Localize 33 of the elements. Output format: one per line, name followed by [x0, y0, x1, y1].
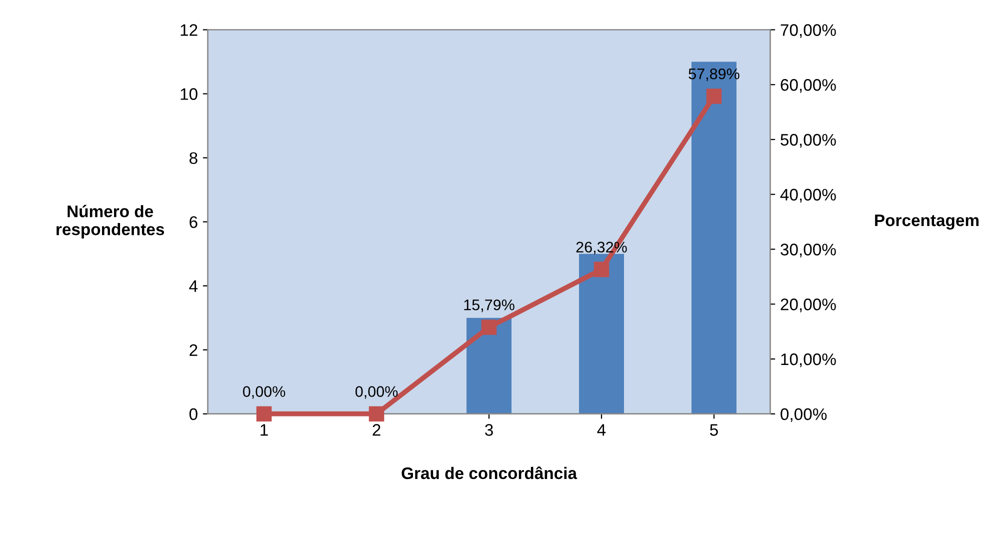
- point: [368, 406, 384, 422]
- y2-tick-label: 0,00%: [780, 408, 827, 422]
- y2-tick-label: 70,00%: [780, 24, 836, 38]
- point: [706, 88, 722, 104]
- y2-tick-label: 40,00%: [780, 188, 836, 203]
- y2-tick-label: 60,00%: [780, 79, 836, 93]
- point: [594, 262, 610, 278]
- bar: [579, 254, 624, 414]
- y2-axis-title: Porcentagem: [875, 214, 979, 230]
- x-tick-label: 2: [372, 424, 380, 436]
- y2-tick-label: 10,00%: [781, 353, 836, 368]
- x-tick-label: 5: [710, 424, 718, 436]
- point: [256, 406, 272, 422]
- x-tick-label: 3: [485, 424, 493, 436]
- y-tick-label: 10: [180, 88, 198, 100]
- data-label: 15,79%: [464, 299, 514, 312]
- y-tick-label: 2: [190, 344, 198, 356]
- y-tick-label: 8: [190, 152, 198, 164]
- y2-tick-label: 20,00%: [780, 298, 836, 312]
- point: [481, 320, 497, 335]
- y-tick-label: 4: [189, 280, 198, 292]
- data-label: 0,00%: [355, 386, 398, 399]
- y-tick-label: 0: [189, 408, 198, 420]
- y-axis-title: Número de respondentes: [56, 204, 164, 239]
- x-tick-label: 4: [597, 424, 606, 436]
- y2-tick-label: 30,00%: [780, 244, 836, 258]
- y2-tick-label: 50,00%: [780, 134, 836, 148]
- y-tick-label: 6: [190, 216, 198, 228]
- data-label: 0,00%: [242, 386, 286, 399]
- bar: [466, 318, 512, 414]
- x-tick-label: 1: [260, 424, 268, 436]
- y-tick-label: 12: [180, 24, 198, 36]
- x-axis-title: Grau de concordância: [402, 466, 578, 480]
